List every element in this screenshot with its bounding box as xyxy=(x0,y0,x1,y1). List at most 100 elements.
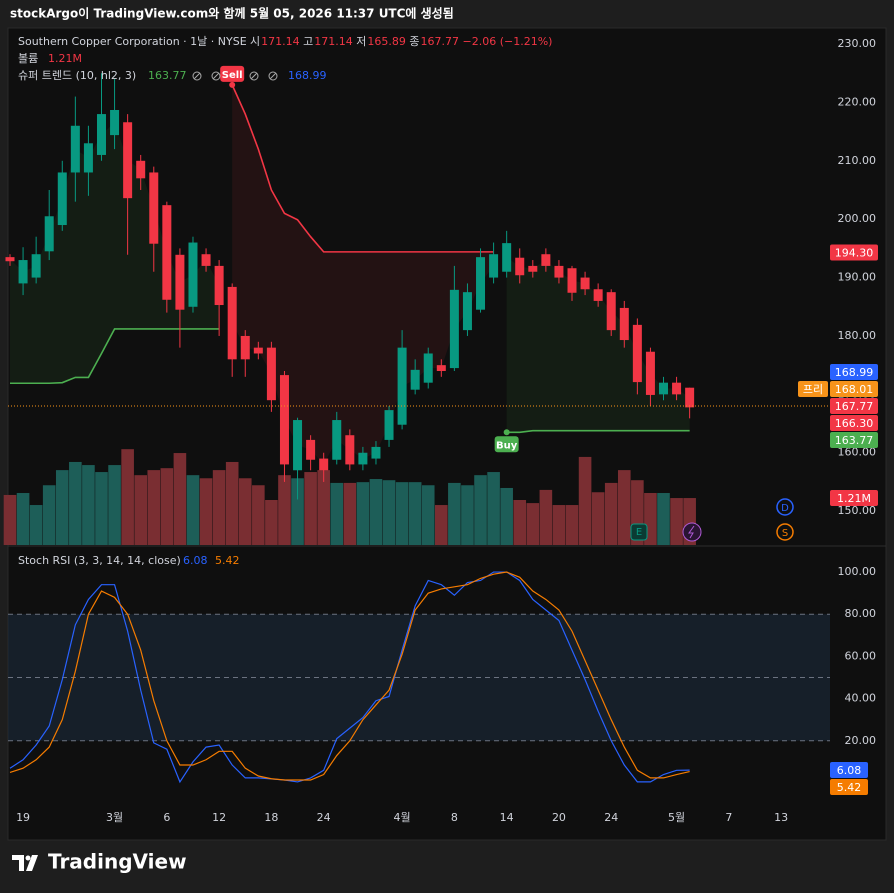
volume-bar xyxy=(121,449,134,545)
volume-bar xyxy=(552,505,566,545)
x-tick-label: 4월 xyxy=(394,811,411,824)
candle-body xyxy=(489,254,499,278)
candle-body xyxy=(423,353,433,383)
x-tick-label: 24 xyxy=(317,811,331,824)
volume-bar xyxy=(108,465,121,545)
candle-body xyxy=(384,410,394,440)
volume-bar xyxy=(657,493,670,545)
candle-body xyxy=(279,375,289,465)
price-label-box xyxy=(830,432,878,449)
volume-bar xyxy=(500,487,513,545)
candle-body xyxy=(70,125,80,173)
price-label: 168.01 xyxy=(835,383,874,396)
volume-bar xyxy=(252,485,265,545)
price-label-box xyxy=(830,364,878,381)
volume-bar xyxy=(408,482,422,545)
volume-bar xyxy=(212,470,226,545)
candle-body xyxy=(672,382,682,395)
x-tick-label: 7 xyxy=(725,811,732,824)
candle-body xyxy=(659,382,668,395)
candle-body xyxy=(319,458,329,471)
stoch-k-value: 6.08 xyxy=(183,554,208,567)
volume-bar xyxy=(160,468,174,545)
volume-bar xyxy=(55,470,69,545)
footer-brand: TradingView xyxy=(48,850,187,874)
price-label-box xyxy=(830,415,878,432)
trend-fill xyxy=(232,84,494,465)
candle-body xyxy=(5,257,15,262)
volume-bar xyxy=(173,453,187,545)
candle-body xyxy=(240,335,250,360)
candle-body xyxy=(253,347,263,354)
volume-bar xyxy=(199,478,213,545)
x-tick-label: 6 xyxy=(163,811,170,824)
candle-body xyxy=(541,254,551,266)
volume-label: 1.21M xyxy=(837,492,871,505)
price-label: 163.77 xyxy=(835,434,874,447)
candle-body xyxy=(149,172,159,244)
signal-label: Sell xyxy=(222,70,243,81)
signal-box xyxy=(220,65,245,82)
stoch-title: Stoch RSI (3, 3, 14, 14, close) xyxy=(18,554,181,567)
volume-bar xyxy=(513,499,527,545)
volume-bar xyxy=(617,470,631,545)
x-tick-label: 5월 xyxy=(668,811,685,824)
candle-body xyxy=(266,347,276,401)
candle-body xyxy=(645,351,655,395)
candle-body xyxy=(57,172,67,226)
symbol-line: Southern Copper Corporation · 1날 · NYSE xyxy=(18,35,247,48)
stoch-tick-label: 40.00 xyxy=(845,692,877,705)
candle-body xyxy=(358,452,368,465)
volume-bar xyxy=(356,482,370,545)
stoch-last-box xyxy=(830,779,868,795)
legend-icons xyxy=(192,71,278,81)
candle-body xyxy=(580,277,590,290)
candle-body xyxy=(528,265,538,272)
volume-bar xyxy=(317,470,330,545)
volume-bar xyxy=(42,485,56,545)
ohlc-legend: 시171.14 고171.14 저165.89 종167.77 −2.06 (−… xyxy=(250,35,552,48)
candle-body xyxy=(162,205,172,300)
volume-legend-value: 1.21M xyxy=(48,52,82,65)
candle-body xyxy=(201,254,211,266)
candle-body xyxy=(18,260,28,284)
candle-body xyxy=(436,365,446,371)
price-label: 194.30 xyxy=(835,246,874,259)
marks: Sell Buy 230.00 220.00 210.00 200.00 190.00 180… xyxy=(3,37,878,824)
candle-body xyxy=(44,216,54,252)
volume-bar xyxy=(186,475,200,545)
candle-body xyxy=(96,114,106,155)
candle-body xyxy=(462,292,472,331)
y-tick-label: 190.00 xyxy=(838,271,877,284)
volume-bar xyxy=(238,478,252,545)
ohlc-value: 165.89 xyxy=(367,35,406,48)
price-prefix: 프리 xyxy=(803,383,823,396)
supertrend-down-value: 168.99 xyxy=(288,69,327,82)
y-tick-label: 200.00 xyxy=(838,212,877,225)
candle-body xyxy=(371,446,381,459)
y-tick-label: 220.00 xyxy=(838,95,877,108)
price-label-box xyxy=(830,381,878,398)
candle-body xyxy=(123,122,133,199)
volume-legend-label: 볼륨 xyxy=(18,52,38,65)
footer-logo xyxy=(12,855,38,871)
price-label-box xyxy=(830,244,878,261)
volume-bar xyxy=(82,465,95,545)
ohlc-label: 시 xyxy=(250,35,260,48)
candle-body xyxy=(332,420,342,460)
x-tick-label: 12 xyxy=(212,811,226,824)
stoch-tick-label: 80.00 xyxy=(845,607,877,620)
volume-bar xyxy=(474,475,487,545)
x-tick-label: 8 xyxy=(451,811,458,824)
candle-body xyxy=(619,307,629,341)
candle-body xyxy=(293,420,303,471)
stoch-tick-label: 100.00 xyxy=(838,565,877,578)
ohlc-value: 167.77 xyxy=(421,35,460,48)
price-label: 167.77 xyxy=(835,400,874,413)
volume-bar xyxy=(526,503,540,545)
volume-bar xyxy=(421,485,435,545)
x-tick-label: 20 xyxy=(552,811,566,824)
volume-bar xyxy=(16,493,30,545)
stoch-line xyxy=(9,571,690,784)
